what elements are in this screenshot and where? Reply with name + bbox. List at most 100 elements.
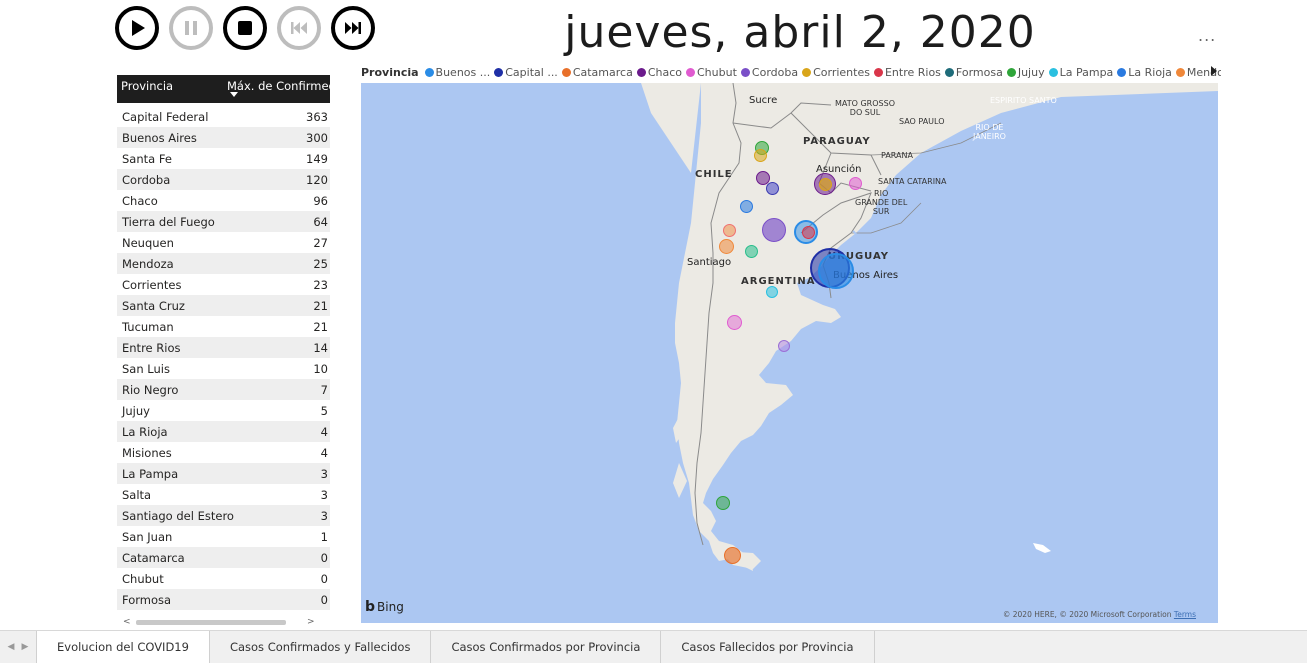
table-row[interactable]: Buenos Aires 300: [117, 127, 330, 148]
map-label-chile: CHILE: [695, 169, 733, 180]
cell-max-confirmed: 363: [306, 109, 328, 124]
legend-item[interactable]: Corrientes: [802, 66, 870, 79]
legend-item-label: La Pampa: [1059, 65, 1114, 79]
table-row[interactable]: Rio Negro 7: [117, 379, 330, 400]
bubble-tucuman[interactable]: [756, 171, 770, 185]
bing-label: Bing: [377, 600, 404, 614]
legend-dot-icon: [1117, 67, 1127, 77]
cell-max-confirmed: 27: [313, 235, 328, 250]
legend-item[interactable]: Chaco: [636, 66, 682, 79]
legend-item[interactable]: Cordoba: [740, 66, 798, 79]
bubble-san-luis[interactable]: [745, 245, 758, 258]
bubble-la-pampa[interactable]: [766, 286, 778, 298]
table-row[interactable]: La Pampa 3: [117, 463, 330, 484]
page-tabs: ◀ ▶ Evolucion del COVID19 Casos Confirma…: [0, 630, 1307, 663]
table-row[interactable]: Catamarca 0: [117, 547, 330, 568]
legend-dot-icon: [1048, 67, 1058, 77]
table-body: Capital Federal 363 Buenos Aires 300 Santa F…: [117, 106, 330, 610]
table-row[interactable]: Misiones 4: [117, 442, 330, 463]
bubble-entre-rios[interactable]: [802, 226, 815, 239]
cell-max-confirmed: 23: [313, 277, 328, 292]
tab-evolucion-covid19[interactable]: Evolucion del COVID19: [36, 631, 210, 663]
tab-prev-icon[interactable]: ◀: [7, 642, 15, 652]
legend-next-icon[interactable]: [1211, 66, 1217, 76]
bubble-santiago-del-estero[interactable]: [766, 182, 779, 195]
legend-dot-icon: [561, 67, 571, 77]
tab-navigation: ◀ ▶: [0, 631, 36, 663]
terms-link[interactable]: Terms: [1173, 610, 1196, 619]
table-row[interactable]: San Juan 1: [117, 526, 330, 547]
bubble-tierra-del-fuego[interactable]: [724, 547, 741, 564]
previous-button[interactable]: [277, 6, 321, 50]
table-row[interactable]: Chaco 96: [117, 190, 330, 211]
table-row[interactable]: Corrientes 23: [117, 274, 330, 295]
skip-forward-icon: [345, 22, 361, 34]
bubble-corrientes[interactable]: [819, 178, 832, 191]
stop-button[interactable]: [223, 6, 267, 50]
cell-max-confirmed: 96: [313, 193, 328, 208]
table-row[interactable]: Capital Federal 363: [117, 106, 330, 127]
bubble-la-rioja[interactable]: [740, 200, 753, 213]
bubble-map[interactable]: Sucre MATO GROSSO DO SUL SAO PAULO ESPIR…: [361, 83, 1218, 623]
table-row[interactable]: Chubut 0: [117, 568, 330, 589]
cell-max-confirmed: 300: [306, 130, 328, 145]
bubble-salta[interactable]: [754, 149, 767, 162]
tab-casos-confirmados-provincia[interactable]: Casos Confirmados por Provincia: [431, 631, 662, 663]
pause-icon: [185, 21, 197, 35]
table-row[interactable]: Jujuy 5: [117, 400, 330, 421]
bubble-rio-negro[interactable]: [778, 340, 790, 352]
bubble-buenos-aires[interactable]: [818, 253, 854, 289]
cell-max-confirmed: 120: [306, 172, 328, 187]
bubble-mendoza[interactable]: [719, 239, 734, 254]
table-row[interactable]: Neuquen 27: [117, 232, 330, 253]
bubble-cordoba[interactable]: [762, 218, 786, 242]
table-row[interactable]: Mendoza 25: [117, 253, 330, 274]
cell-provincia: Capital Federal: [122, 109, 209, 124]
bubble-neuquen[interactable]: [727, 315, 742, 330]
map-label-argentina: ARGENTINA: [741, 276, 816, 287]
column-header-provincia[interactable]: Provincia: [121, 79, 174, 93]
legend-item[interactable]: Jujuy: [1006, 66, 1045, 79]
tab-casos-confirmados-fallecidos[interactable]: Casos Confirmados y Fallecidos: [210, 631, 432, 663]
table-row[interactable]: San Luis 10: [117, 358, 330, 379]
legend-item[interactable]: Formosa: [944, 66, 1003, 79]
bubble-misiones[interactable]: [849, 177, 862, 190]
table-row[interactable]: Salta 3: [117, 484, 330, 505]
pause-button[interactable]: [169, 6, 213, 50]
scrollbar-thumb[interactable]: [136, 620, 286, 625]
legend-item[interactable]: Entre Rios: [873, 66, 941, 79]
tab-next-icon[interactable]: ▶: [21, 642, 29, 652]
table-row[interactable]: La Rioja 4: [117, 421, 330, 442]
table-row[interactable]: Tierra del Fuego 64: [117, 211, 330, 232]
table-row[interactable]: Santa Fe 149: [117, 148, 330, 169]
table-row[interactable]: Tucuman 21: [117, 316, 330, 337]
map-label-rio-de-janeiro: RIO DE JANEIRO: [973, 123, 1006, 141]
tab-casos-fallecidos-provincia[interactable]: Casos Fallecidos por Provincia: [661, 631, 875, 663]
cell-provincia: Santa Fe: [122, 151, 172, 166]
legend-item[interactable]: La Rioja: [1117, 66, 1172, 79]
more-options-icon[interactable]: ...: [1198, 26, 1217, 45]
legend-item[interactable]: Buenos ...: [424, 66, 490, 79]
legend-item[interactable]: Capital ...: [494, 66, 558, 79]
table-row[interactable]: Formosa 0: [117, 589, 330, 610]
legend-item[interactable]: Chubut: [686, 66, 737, 79]
bubble-santa-cruz[interactable]: [716, 496, 730, 510]
copyright-text: © 2020 HERE, © 2020 Microsoft Corporatio…: [1002, 610, 1172, 619]
table-row[interactable]: Entre Rios 14: [117, 337, 330, 358]
next-button[interactable]: [331, 6, 375, 50]
table-row[interactable]: Cordoba 120: [117, 169, 330, 190]
column-header-max-confirmed[interactable]: Máx. de Confirmed: [224, 75, 330, 97]
legend-item[interactable]: La Pampa: [1048, 65, 1114, 79]
play-button[interactable]: [115, 6, 159, 50]
legend-item[interactable]: Catamarca: [561, 66, 633, 79]
table-row[interactable]: Santa Cruz 21: [117, 295, 330, 316]
table-horizontal-scrollbar[interactable]: < >: [117, 617, 330, 627]
map-legend: Provincia Buenos ... Capital ... Catamarca…: [361, 64, 1221, 80]
scroll-right-icon[interactable]: >: [307, 617, 315, 627]
bubble-san-juan[interactable]: [723, 224, 736, 237]
scroll-left-icon[interactable]: <: [123, 617, 131, 627]
province-table: Provincia Máx. de Confirmed Capital Fede…: [117, 75, 330, 629]
table-row[interactable]: Santiago del Estero 3: [117, 505, 330, 526]
cell-max-confirmed: 64: [313, 214, 328, 229]
cell-max-confirmed: 4: [320, 424, 328, 439]
